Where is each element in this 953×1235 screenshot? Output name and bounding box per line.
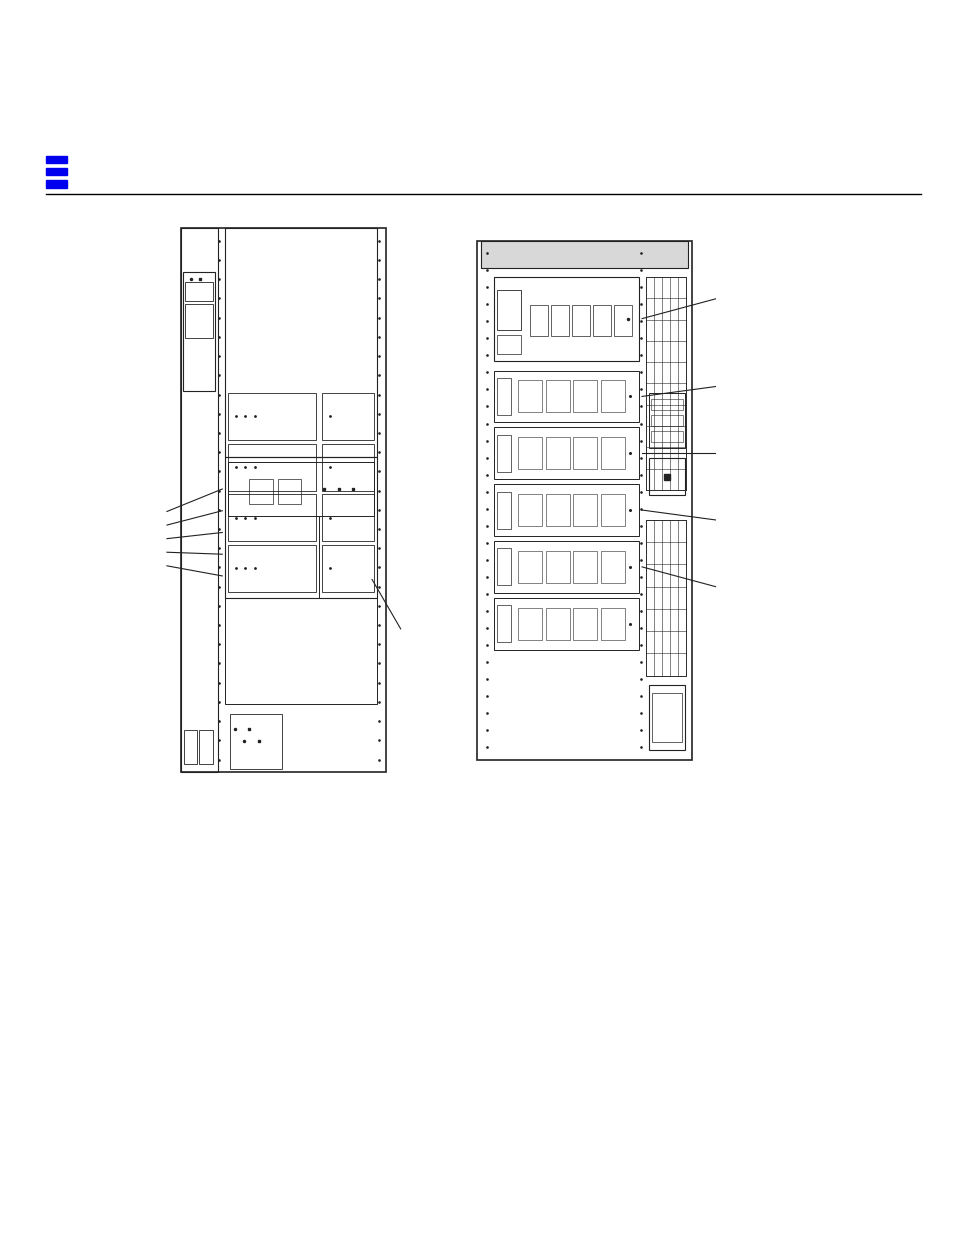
Bar [648,458,684,495]
Bar [517,494,541,526]
Bar [545,608,569,640]
Bar [322,494,374,541]
Bar [645,277,685,490]
Bar [184,730,197,764]
Bar [494,541,639,593]
Bar [648,393,684,448]
Bar [651,693,681,742]
Bar [545,380,569,412]
Bar [230,714,282,769]
Bar [600,437,624,469]
Bar [517,608,541,640]
Bar [573,494,597,526]
Bar [494,427,639,479]
Bar [46,156,67,163]
Bar [497,335,520,354]
Bar [249,479,273,504]
Bar [573,551,597,583]
Bar [185,304,213,337]
Bar [228,494,316,541]
Bar [517,551,541,583]
Bar [494,598,639,650]
Bar [199,730,213,764]
Bar [648,685,684,750]
Bar [517,380,541,412]
Bar [573,380,597,412]
Bar [572,305,589,336]
Bar [497,435,511,472]
Bar [228,462,374,516]
Bar [650,415,682,426]
Bar [650,399,682,410]
Bar [497,548,511,585]
Bar [545,437,569,469]
Bar [228,393,316,440]
Bar [183,272,214,391]
Bar [545,551,569,583]
Bar [476,241,691,760]
Bar [645,520,685,676]
Bar [181,228,217,772]
Bar [650,431,682,442]
Bar [517,437,541,469]
Bar [551,305,568,336]
Bar [573,608,597,640]
Bar [322,393,374,440]
Bar [185,282,213,300]
Bar [600,494,624,526]
Bar [277,479,301,504]
Bar [322,545,374,592]
Bar [225,598,376,704]
Bar [225,457,376,598]
Bar [614,305,631,336]
Bar [225,228,376,457]
Bar [497,378,511,415]
Bar [46,168,67,175]
Bar [494,484,639,536]
Bar [600,380,624,412]
Bar [46,180,67,188]
Bar [497,290,520,330]
Bar [530,305,547,336]
Bar [228,443,316,490]
Bar [545,494,569,526]
Bar [181,228,386,772]
Bar [322,443,374,490]
Bar [593,305,610,336]
Bar [494,277,639,361]
Bar [228,545,316,592]
Bar [480,241,687,268]
Bar [600,551,624,583]
Bar [600,608,624,640]
Bar [497,492,511,529]
Bar [573,437,597,469]
Bar [494,370,639,422]
Bar [497,605,511,642]
